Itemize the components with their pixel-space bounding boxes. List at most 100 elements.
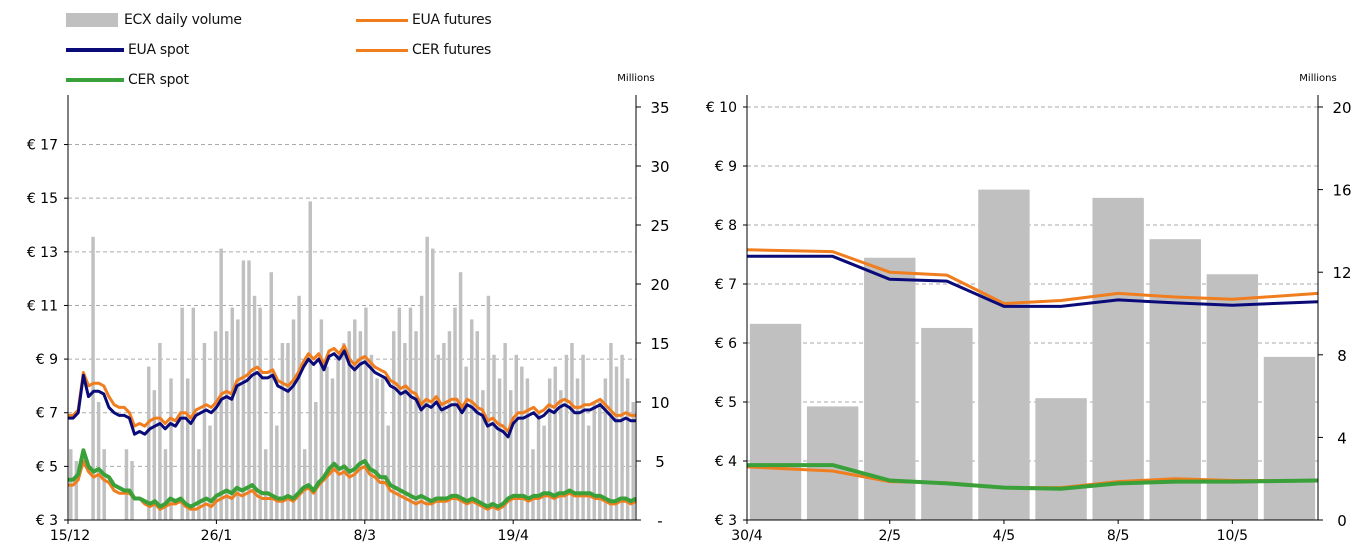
panel-left-right-tick-label: - bbox=[657, 512, 662, 530]
panel-right-line-eua-spot bbox=[747, 254, 1319, 308]
panel-left-volume-bar bbox=[547, 378, 552, 520]
panel-right-left-tick-label: € 10 bbox=[706, 100, 737, 116]
legend-label-eua-spot: EUA spot bbox=[128, 42, 189, 58]
panel-left-volume-bar bbox=[570, 343, 574, 520]
panel-left-volume-bar bbox=[620, 354, 624, 520]
panel-left-volume-bar bbox=[559, 390, 563, 520]
panel-right-right-tick-label: 16 bbox=[1332, 182, 1351, 200]
panel-left-volume-bar bbox=[397, 307, 402, 520]
panel-left-volume-bar bbox=[269, 272, 273, 520]
panel-left-volume-bar bbox=[508, 390, 513, 520]
panel-left-volume-bar bbox=[575, 378, 580, 520]
panel-right-left-tick-label: € 3 bbox=[715, 513, 737, 529]
panel-left-volume-bar bbox=[586, 425, 591, 520]
panel-right-volume-bar bbox=[749, 323, 802, 520]
panel-left-volume-bar bbox=[581, 354, 585, 520]
panel-left-volume-bar bbox=[464, 366, 468, 520]
panel-left-volume-bar bbox=[314, 402, 318, 520]
panel-left-volume-bar bbox=[102, 449, 106, 520]
panel-left-volume-bar bbox=[252, 295, 257, 520]
panel-left-left-tick-label: € 15 bbox=[27, 191, 58, 207]
panel-left-volume-bar bbox=[91, 236, 95, 521]
legend-item-cer-futures: CER futures bbox=[356, 42, 491, 58]
panel-left-volume-bar bbox=[408, 307, 413, 520]
panel-left-volume-bar bbox=[263, 449, 268, 520]
panel-left-volume-bar bbox=[96, 402, 101, 520]
panel-left-volume-bar bbox=[152, 390, 157, 520]
panel-left-volume-bar bbox=[275, 425, 279, 520]
panel-left-volume-bar bbox=[325, 366, 329, 520]
panel-left-volume-bar bbox=[492, 354, 496, 520]
panel-left-volume-bar bbox=[169, 378, 173, 520]
panel-left-volume-bar bbox=[486, 295, 491, 520]
panel-right-x-tick-label: 4/5 bbox=[993, 528, 1016, 544]
panel-left-volume-bar bbox=[341, 343, 346, 520]
legend-label-cer-futures: CER futures bbox=[412, 42, 492, 58]
panel-left-volume-bar bbox=[536, 413, 541, 520]
legend-label-cer-spot: CER spot bbox=[128, 72, 189, 88]
panel-left-left-tick-label: € 7 bbox=[36, 406, 58, 422]
panel-left-volume-bar bbox=[202, 343, 207, 520]
panel-left-left-tick-label: € 13 bbox=[27, 245, 58, 261]
legend-swatch-cer-futures bbox=[356, 48, 408, 52]
panel-left-volume-bar bbox=[347, 331, 351, 520]
panel-left-volume-bar bbox=[74, 461, 79, 520]
panel-right-left-tick-label: € 8 bbox=[715, 218, 737, 234]
legend-item-eua-futures: EUA futures bbox=[356, 12, 492, 28]
panel-left-line-eua-futures bbox=[68, 344, 636, 433]
panel-right-left-tick-label: € 7 bbox=[715, 277, 737, 293]
panel-left-right-tick-label: 15 bbox=[650, 335, 669, 353]
panel-left-volume-bar bbox=[531, 449, 535, 520]
panel-left-volume-bar bbox=[386, 425, 390, 520]
panel-left-unit-label: Millions bbox=[617, 73, 654, 84]
panel-left-right-tick-label: 20 bbox=[650, 276, 669, 294]
panel-left-volume-bar bbox=[564, 354, 569, 520]
panel-left-volume-bar bbox=[453, 307, 457, 520]
panel-left-volume-bar bbox=[475, 331, 480, 520]
panel-left-volume-bar bbox=[224, 331, 229, 520]
panel-left-left-tick-label: € 5 bbox=[36, 459, 58, 475]
panel-left-volume-bar bbox=[436, 354, 441, 520]
panel-left-volume-bar bbox=[241, 260, 246, 520]
legend-label-volume: ECX daily volume bbox=[124, 12, 242, 28]
panel-left-volume-bar bbox=[130, 461, 134, 520]
panel-left-volume-bar bbox=[258, 307, 262, 520]
legend-item-cer-spot: CER spot bbox=[66, 72, 189, 88]
panel-left-volume-bar bbox=[213, 331, 218, 520]
panel-left-volume-bar bbox=[302, 449, 307, 520]
panel-right-right-tick-label: 20 bbox=[1332, 99, 1351, 117]
panel-left-x-tick-label: 15/12 bbox=[50, 528, 90, 544]
panel-left-right-tick-label: 5 bbox=[655, 453, 665, 471]
panel-right-left-tick-label: € 4 bbox=[715, 454, 737, 470]
panel-left-volume-bar bbox=[230, 307, 235, 520]
panel-left-line-cer-futures bbox=[68, 459, 637, 511]
legend-swatch-eua-futures bbox=[356, 18, 408, 22]
panel-left-volume-bar bbox=[380, 378, 385, 520]
panel-right-left-tick-label: € 5 bbox=[715, 395, 737, 411]
panel-left-volume-bar bbox=[614, 366, 619, 520]
panel-left-volume-bar bbox=[458, 272, 463, 520]
panel-left-x-tick-label: 26/1 bbox=[201, 528, 232, 544]
panel-left-volume-bar bbox=[414, 331, 418, 520]
panel-left-volume-bar bbox=[236, 319, 240, 520]
panel-right-line-cer-spot bbox=[747, 463, 1319, 491]
panel-left-x-tick-label: 19/4 bbox=[497, 528, 529, 544]
panel-left-volume-bar bbox=[280, 343, 285, 520]
panel-left-volume-bar bbox=[542, 425, 546, 520]
panel-left-volume-bar bbox=[353, 319, 357, 520]
panel-left-right-tick-label: 10 bbox=[650, 394, 669, 412]
panel-left-volume-bar bbox=[442, 343, 446, 520]
panel-left-volume-bar bbox=[369, 354, 374, 520]
panel-right-left-tick-label: € 9 bbox=[715, 159, 737, 175]
panel-left-volume-bar bbox=[375, 378, 379, 520]
panel-left-volume-bar bbox=[553, 366, 557, 520]
panel-left-volume-bar bbox=[364, 307, 368, 520]
panel-left-volume-bar bbox=[358, 331, 363, 520]
panel-right-volume-bar bbox=[921, 327, 973, 520]
panel-left-volume-bar bbox=[158, 343, 162, 520]
panel-right-x-tick-label: 30/4 bbox=[731, 528, 763, 544]
panel-right-x-tick-label: 10/5 bbox=[1217, 528, 1248, 544]
panel-right-volume-bar bbox=[1149, 239, 1201, 520]
legend-item-eua-spot: EUA spot bbox=[66, 42, 189, 58]
